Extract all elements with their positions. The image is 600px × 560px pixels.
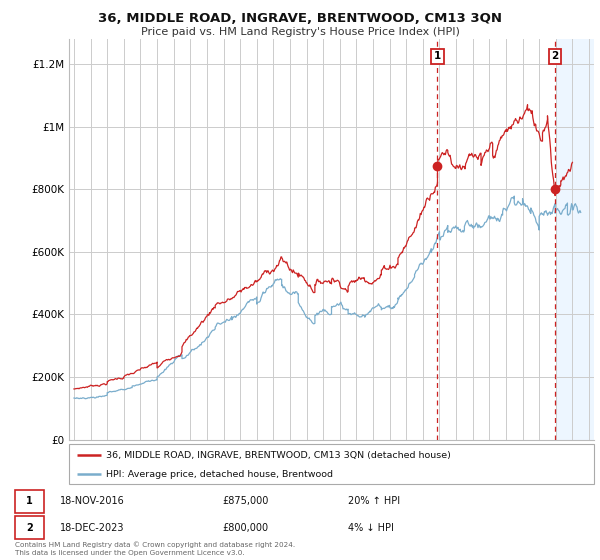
Text: 2: 2 [551,51,559,61]
Text: 1: 1 [434,51,441,61]
Text: 36, MIDDLE ROAD, INGRAVE, BRENTWOOD, CM13 3QN: 36, MIDDLE ROAD, INGRAVE, BRENTWOOD, CM1… [98,12,502,25]
FancyBboxPatch shape [69,444,594,484]
Text: Contains HM Land Registry data © Crown copyright and database right 2024.
This d: Contains HM Land Registry data © Crown c… [15,541,295,556]
Text: £875,000: £875,000 [222,496,268,506]
Text: Price paid vs. HM Land Registry's House Price Index (HPI): Price paid vs. HM Land Registry's House … [140,27,460,38]
Bar [556,39,594,440]
Text: 18-DEC-2023: 18-DEC-2023 [60,522,125,533]
FancyBboxPatch shape [15,516,44,539]
Text: 36, MIDDLE ROAD, INGRAVE, BRENTWOOD, CM13 3QN (detached house): 36, MIDDLE ROAD, INGRAVE, BRENTWOOD, CM1… [106,451,451,460]
Text: £800,000: £800,000 [222,522,268,533]
Text: 1: 1 [26,496,33,506]
Text: 2: 2 [26,522,33,533]
Text: 18-NOV-2016: 18-NOV-2016 [60,496,125,506]
Text: HPI: Average price, detached house, Brentwood: HPI: Average price, detached house, Bren… [106,470,333,479]
Text: 20% ↑ HPI: 20% ↑ HPI [348,496,400,506]
Text: 4% ↓ HPI: 4% ↓ HPI [348,522,394,533]
FancyBboxPatch shape [15,490,44,512]
